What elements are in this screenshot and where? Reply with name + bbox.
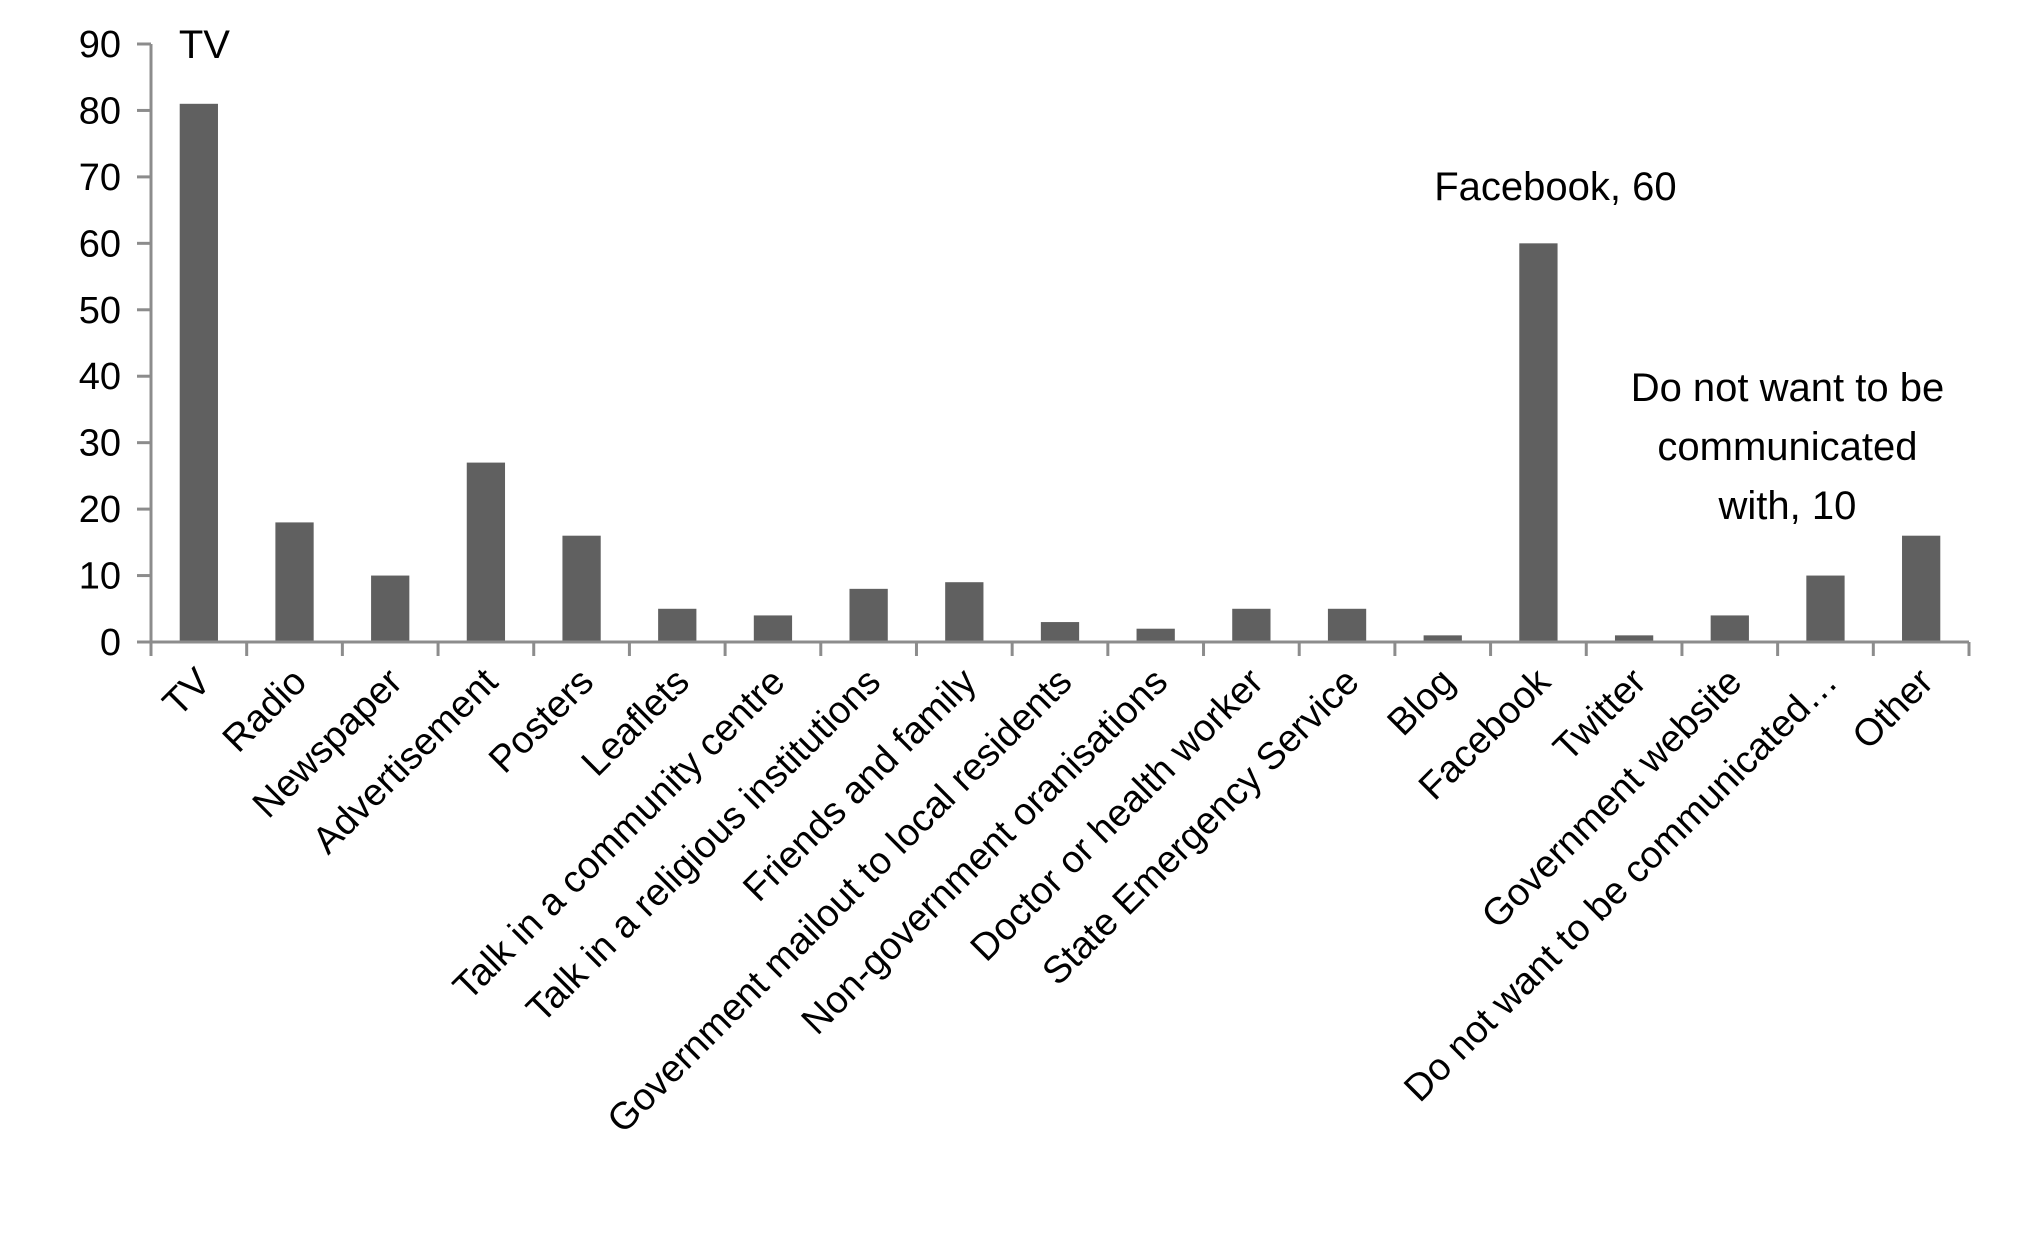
bar [1040, 622, 1080, 642]
bar [1232, 608, 1271, 642]
bar [179, 103, 218, 643]
y-tick-label: 80 [79, 90, 121, 132]
x-tick-label: TV [155, 660, 219, 724]
x-tick-label: Blog [1380, 661, 1463, 744]
bar [275, 522, 314, 642]
data-label: communicated [1657, 425, 1917, 469]
y-tick-label: 10 [79, 556, 121, 598]
bar [658, 608, 697, 642]
bars-layer [179, 103, 1941, 643]
annotations: TV Facebook, 60 Do not want to be communica… [179, 23, 1944, 528]
bar [945, 582, 984, 642]
bar [466, 462, 506, 642]
y-tick-label: 40 [79, 356, 121, 398]
bar [753, 615, 793, 642]
x-ticks [149, 642, 1971, 656]
data-label: with, 10 [1718, 484, 1857, 528]
bar [1614, 635, 1654, 642]
y-tick-label: 90 [79, 24, 121, 66]
bar [1710, 615, 1749, 642]
data-label: Do not want to be [1631, 366, 1945, 410]
y-tick-label: 30 [79, 423, 121, 465]
bar [1519, 243, 1558, 643]
axes-layer [149, 44, 1969, 644]
y-tick-label: 60 [79, 223, 121, 265]
bar [849, 588, 888, 642]
x-tick-label: Other [1845, 660, 1942, 757]
bar [562, 535, 601, 642]
y-ticks: 0 10 20 30 40 50 60 70 80 90 [79, 24, 151, 664]
bar [1423, 635, 1462, 642]
data-label: TV [179, 23, 230, 67]
y-tick-label: 50 [79, 290, 121, 332]
y-tick-label: 20 [79, 489, 121, 531]
y-tick-label: 0 [100, 622, 121, 664]
y-tick-label: 70 [79, 157, 121, 199]
data-label: Facebook, 60 [1434, 165, 1676, 209]
bar [1327, 608, 1367, 642]
bar [1902, 535, 1941, 642]
bar [371, 575, 410, 642]
x-tick-labels: TVRadioNewspaperAdvertisementPostersLeaf… [155, 660, 1942, 1141]
bar [1136, 628, 1175, 642]
bar [1806, 575, 1845, 642]
